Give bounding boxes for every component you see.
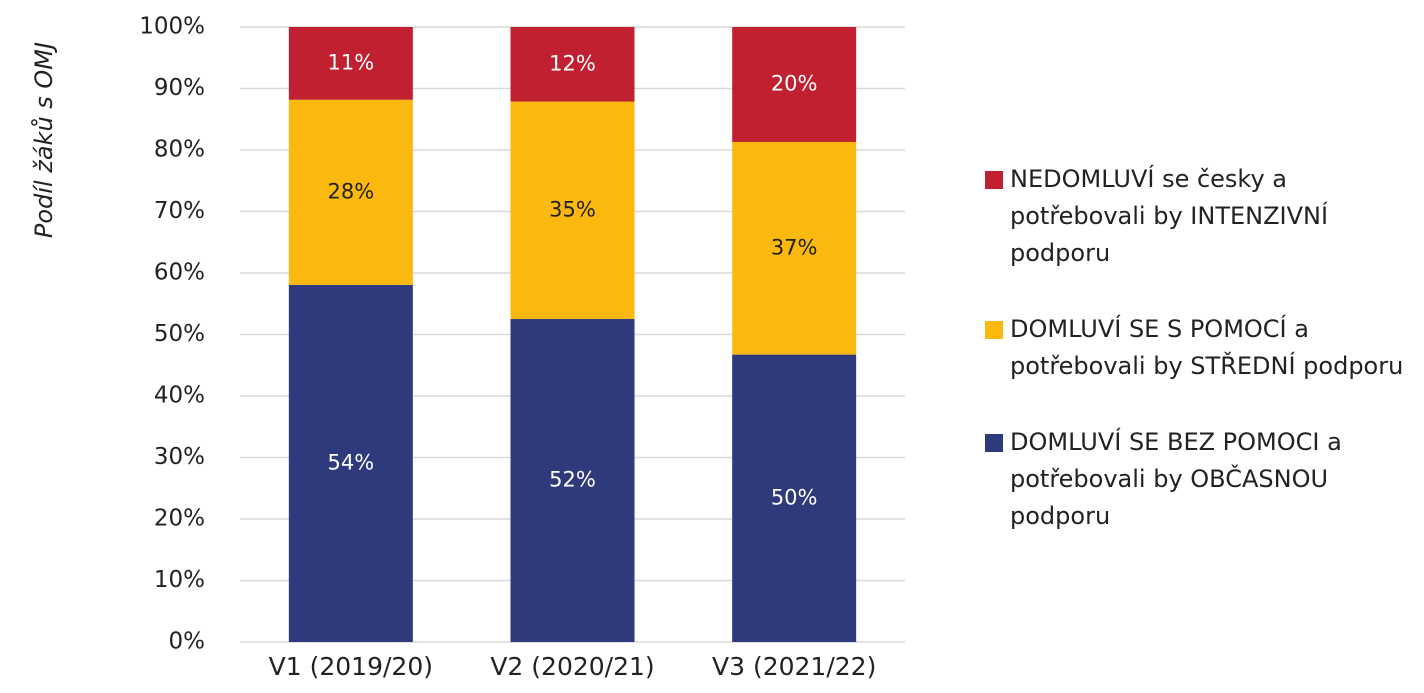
bar-segment — [732, 354, 857, 642]
legend-label: NEDOMLUVÍ se česky a potřebovali by INTEN… — [1010, 164, 1328, 267]
bar-segment — [510, 318, 635, 642]
value-label: 54% — [327, 450, 374, 474]
bar-segment — [510, 101, 635, 319]
bar-segment — [510, 27, 635, 102]
y-axis-title: Podíl žáků s OMJ — [30, 42, 58, 238]
legend-swatch — [985, 434, 1003, 452]
value-label: 20% — [771, 71, 818, 95]
y-tick-label: 100% — [139, 14, 205, 40]
legend-swatch — [985, 321, 1003, 339]
bar-segment — [288, 284, 413, 642]
y-tick-label: 50% — [154, 321, 205, 347]
value-label: 28% — [327, 179, 374, 203]
bar-segment — [732, 27, 857, 142]
y-tick-label: 80% — [154, 137, 205, 163]
y-tick-label: 0% — [169, 629, 206, 655]
y-tick-label: 60% — [154, 260, 205, 286]
value-label: 35% — [549, 197, 596, 221]
value-label: 12% — [549, 51, 596, 75]
value-label: 50% — [771, 485, 818, 509]
y-tick-label: 20% — [154, 506, 205, 532]
y-tick-label: 30% — [154, 444, 205, 470]
value-label: 11% — [327, 50, 374, 74]
legend-label: DOMLUVÍ SE BEZ POMOCI a potřebovali by OB… — [1010, 427, 1342, 530]
y-tick-label: 90% — [154, 75, 205, 101]
y-tick-label: 40% — [154, 383, 205, 409]
value-label: 52% — [549, 467, 596, 491]
value-label: 37% — [771, 235, 818, 259]
legend-label: DOMLUVÍ SE S POMOCÍ a potřebovali by STŘE… — [1010, 314, 1403, 380]
legend-swatch — [985, 171, 1003, 189]
x-tick-label: V1 (2019/20) — [269, 652, 433, 681]
bar-segment — [732, 141, 857, 355]
x-tick-label: V2 (2020/21) — [490, 652, 654, 681]
bar-segment — [288, 27, 413, 100]
y-tick-label: 10% — [154, 567, 205, 593]
x-tick-label: V3 (2021/22) — [712, 652, 876, 681]
bar-segment — [288, 99, 413, 285]
y-tick-label: 70% — [154, 198, 205, 224]
